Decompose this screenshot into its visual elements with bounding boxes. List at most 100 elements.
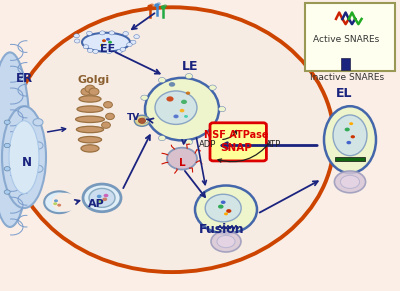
Ellipse shape: [4, 120, 10, 125]
Ellipse shape: [97, 195, 102, 198]
Ellipse shape: [173, 114, 178, 118]
Ellipse shape: [147, 4, 153, 8]
Ellipse shape: [102, 39, 106, 42]
Ellipse shape: [350, 135, 355, 139]
Text: TV: TV: [126, 113, 140, 122]
Text: Golgi: Golgi: [78, 75, 110, 85]
Text: N: N: [22, 157, 32, 169]
Ellipse shape: [33, 142, 43, 149]
Ellipse shape: [74, 34, 79, 38]
Ellipse shape: [157, 2, 161, 5]
Ellipse shape: [9, 121, 39, 194]
Text: AP: AP: [88, 199, 104, 209]
Text: ADP: ADP: [198, 140, 216, 148]
Ellipse shape: [100, 44, 104, 47]
Ellipse shape: [57, 204, 61, 207]
Ellipse shape: [120, 47, 126, 52]
Text: ATP: ATP: [266, 140, 282, 148]
Ellipse shape: [86, 31, 92, 35]
Ellipse shape: [104, 102, 112, 108]
Ellipse shape: [167, 148, 197, 169]
Ellipse shape: [106, 38, 110, 41]
Ellipse shape: [102, 198, 107, 201]
Ellipse shape: [224, 212, 228, 215]
Text: L: L: [179, 158, 185, 168]
Ellipse shape: [87, 48, 93, 52]
Ellipse shape: [44, 191, 74, 213]
Bar: [341, 58, 350, 70]
Bar: [335, 157, 365, 161]
Ellipse shape: [145, 78, 219, 141]
Ellipse shape: [154, 3, 159, 7]
Ellipse shape: [186, 91, 190, 95]
Text: Inactive SNAREs: Inactive SNAREs: [310, 73, 384, 81]
Ellipse shape: [349, 122, 353, 125]
Ellipse shape: [78, 136, 102, 143]
Text: NSF ATPase: NSF ATPase: [204, 130, 268, 140]
Ellipse shape: [340, 175, 360, 189]
Ellipse shape: [4, 190, 10, 194]
Ellipse shape: [0, 52, 30, 227]
Text: LE: LE: [182, 61, 198, 73]
Ellipse shape: [33, 119, 43, 126]
Ellipse shape: [181, 100, 187, 104]
Ellipse shape: [333, 115, 367, 156]
Ellipse shape: [102, 122, 110, 128]
Ellipse shape: [221, 200, 226, 204]
Ellipse shape: [166, 96, 174, 102]
Ellipse shape: [83, 184, 121, 212]
Ellipse shape: [209, 128, 216, 133]
Ellipse shape: [52, 193, 78, 212]
Ellipse shape: [85, 85, 95, 93]
Ellipse shape: [169, 82, 175, 87]
Text: EL: EL: [336, 87, 352, 100]
Ellipse shape: [83, 45, 89, 49]
Bar: [305, 3, 395, 71]
Ellipse shape: [344, 127, 350, 131]
Ellipse shape: [108, 41, 112, 44]
Ellipse shape: [160, 6, 166, 9]
Ellipse shape: [141, 95, 148, 100]
Text: EE: EE: [100, 45, 116, 54]
Ellipse shape: [184, 115, 188, 118]
Text: Active SNAREs: Active SNAREs: [313, 35, 379, 44]
Ellipse shape: [324, 106, 376, 173]
Ellipse shape: [158, 136, 166, 141]
Ellipse shape: [195, 186, 257, 233]
Ellipse shape: [185, 139, 192, 145]
Text: Fusion: Fusion: [199, 223, 245, 236]
Ellipse shape: [117, 49, 122, 53]
Text: SNAP: SNAP: [220, 143, 252, 153]
Ellipse shape: [33, 165, 43, 172]
Ellipse shape: [74, 39, 80, 43]
Ellipse shape: [106, 113, 114, 120]
Ellipse shape: [158, 77, 166, 83]
Ellipse shape: [93, 49, 98, 54]
Ellipse shape: [218, 107, 226, 112]
Ellipse shape: [226, 209, 231, 213]
Ellipse shape: [205, 194, 241, 222]
Ellipse shape: [79, 96, 101, 102]
Ellipse shape: [134, 35, 140, 39]
Ellipse shape: [180, 109, 184, 112]
Ellipse shape: [185, 74, 192, 79]
Ellipse shape: [77, 106, 103, 112]
Ellipse shape: [130, 40, 136, 44]
Ellipse shape: [81, 145, 99, 152]
Ellipse shape: [218, 205, 224, 209]
Ellipse shape: [209, 85, 216, 90]
Ellipse shape: [217, 235, 235, 248]
Ellipse shape: [76, 126, 104, 133]
Ellipse shape: [127, 42, 132, 47]
Ellipse shape: [155, 91, 197, 124]
Ellipse shape: [98, 200, 103, 203]
Ellipse shape: [104, 194, 108, 197]
Text: ER: ER: [16, 72, 33, 85]
Ellipse shape: [211, 231, 241, 252]
Ellipse shape: [2, 106, 46, 208]
Ellipse shape: [138, 118, 146, 123]
Ellipse shape: [53, 202, 57, 205]
Ellipse shape: [89, 88, 99, 95]
Ellipse shape: [134, 115, 150, 126]
Ellipse shape: [123, 31, 128, 36]
